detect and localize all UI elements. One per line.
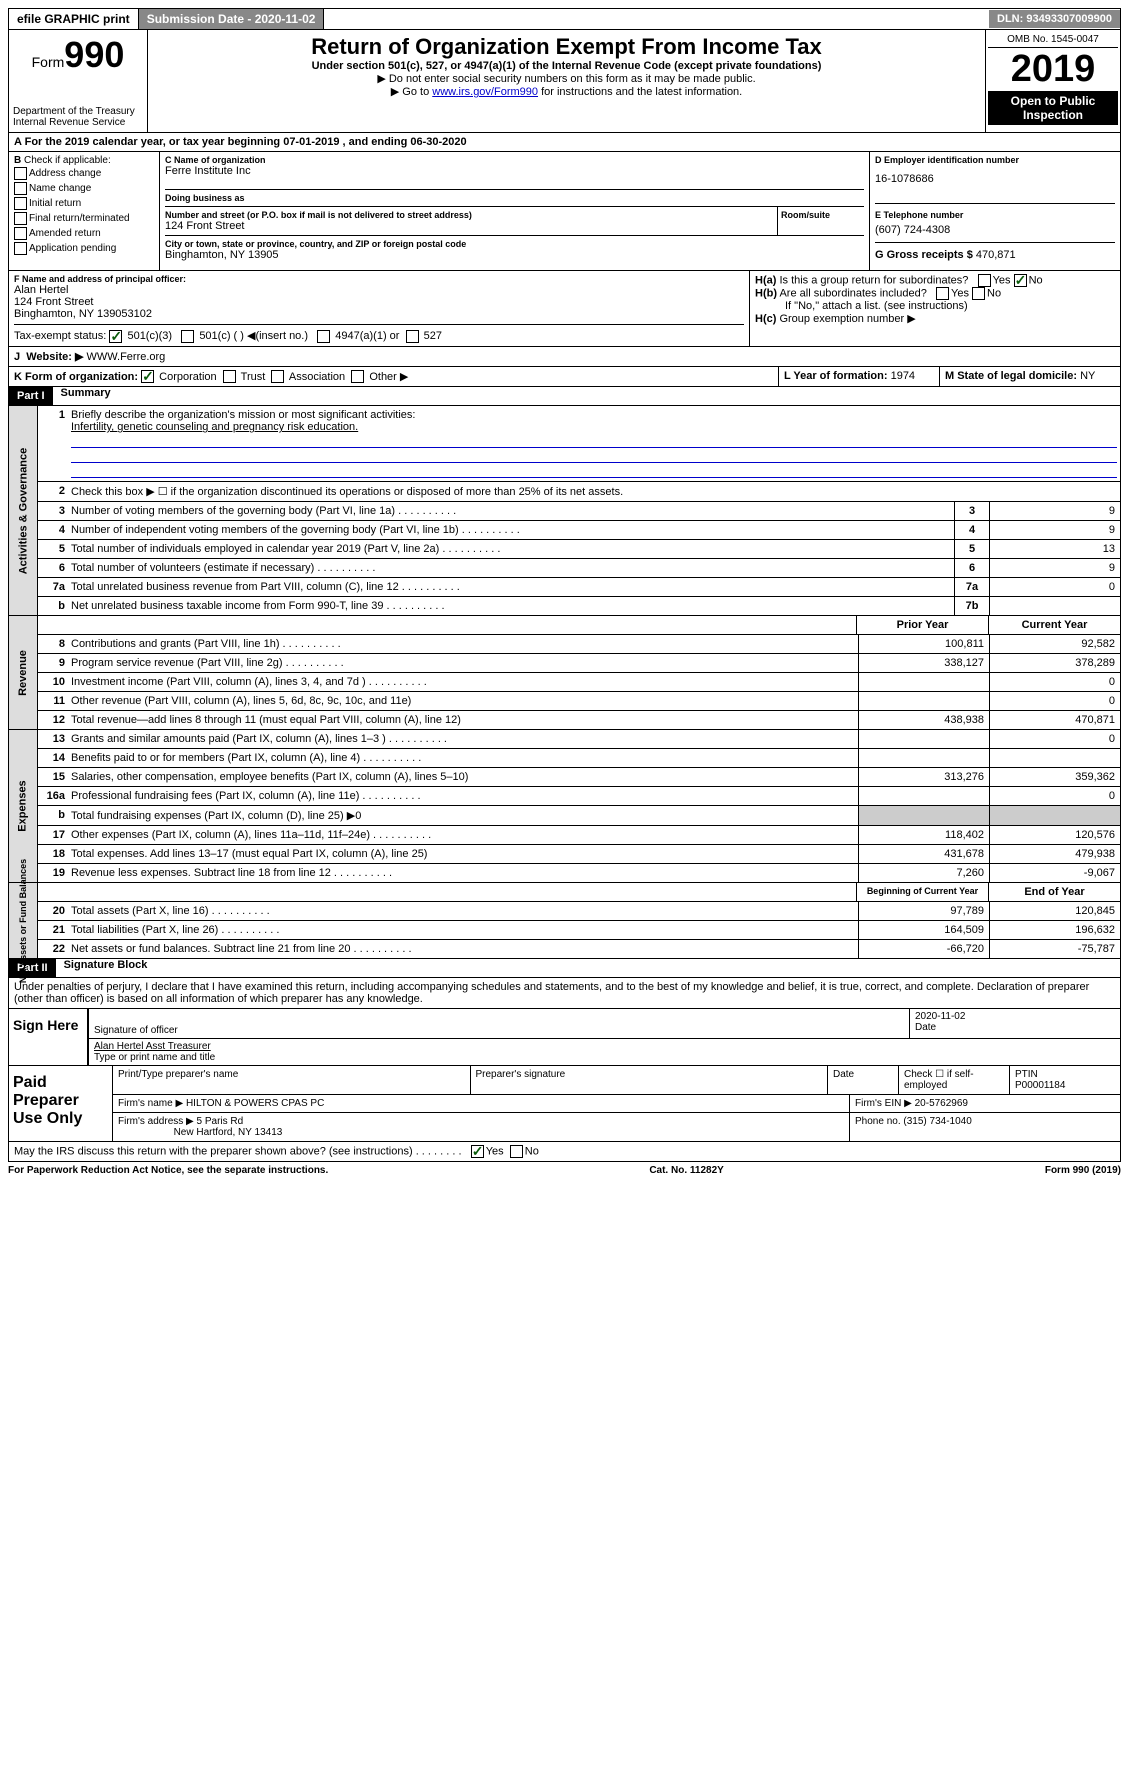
preparer-block: Paid Preparer Use Only Print/Type prepar… [8, 1066, 1121, 1142]
form-title: Return of Organization Exempt From Incom… [152, 34, 981, 60]
boxes-bcde: B Check if applicable: Address change Na… [8, 152, 1121, 271]
declaration: Under penalties of perjury, I declare th… [8, 978, 1121, 1009]
val-5: 13 [989, 540, 1120, 558]
val-4: 9 [989, 521, 1120, 539]
box-h: H(a) Is this a group return for subordin… [750, 271, 1120, 346]
officer-name: Alan Hertel [14, 284, 744, 296]
form-subtitle: Under section 501(c), 527, or 4947(a)(1)… [152, 60, 981, 72]
side-governance: Activities & Governance [17, 447, 29, 574]
val-3: 9 [989, 502, 1120, 520]
org-name: Ferre Institute Inc [165, 165, 864, 177]
ein: 16-1078686 [875, 165, 1115, 185]
sign-date: 2020-11-02 [915, 1011, 1115, 1022]
netassets-section: Net Assets or Fund Balances Beginning of… [8, 883, 1121, 959]
chk-final[interactable]: Final return/terminated [14, 211, 154, 226]
box-c: C Name of organization Ferre Institute I… [160, 152, 870, 270]
irs-link[interactable]: www.irs.gov/Form990 [432, 86, 538, 98]
note-ssn: ▶ Do not enter social security numbers o… [152, 72, 981, 85]
chk-assoc[interactable] [271, 370, 284, 383]
chk-other[interactable] [351, 370, 364, 383]
ptin: P00001184 [1015, 1080, 1065, 1091]
box-deg: D Employer identification number 16-1078… [870, 152, 1120, 270]
form-number-box: Form990 Department of the Treasury Inter… [9, 30, 148, 132]
side-expenses: Expenses [17, 781, 29, 832]
top-bar: efile GRAPHIC print Submission Date - 20… [8, 8, 1121, 30]
box-l: L Year of formation: 1974 [779, 367, 940, 387]
website: WWW.Ferre.org [86, 351, 165, 363]
val-7b [989, 597, 1120, 615]
chk-501c3[interactable] [109, 330, 122, 343]
governance-section: Activities & Governance 1 Briefly descri… [8, 406, 1121, 616]
mission: Infertility, genetic counseling and preg… [71, 421, 358, 433]
paid-preparer-label: Paid Preparer Use Only [9, 1066, 112, 1141]
firm-ein: 20-5762969 [915, 1098, 968, 1109]
revenue-section: Revenue Prior YearCurrent Year 8Contribu… [8, 616, 1121, 730]
form-990: 990 [64, 34, 124, 75]
note-link: ▶ Go to www.irs.gov/Form990 for instruct… [152, 85, 981, 98]
sign-block: Sign Here Signature of officer 2020-11-0… [8, 1009, 1121, 1066]
firm-name: HILTON & POWERS CPAS PC [186, 1098, 324, 1109]
box-m: M State of legal domicile: NY [940, 367, 1120, 387]
footer: For Paperwork Reduction Act Notice, see … [8, 1162, 1121, 1179]
form-prefix: Form [32, 54, 65, 70]
part2-header: Part II Signature Block [8, 959, 1121, 978]
dln: DLN: 93493307009900 [989, 10, 1120, 28]
box-f: F Name and address of principal officer:… [9, 271, 750, 346]
org-address: 124 Front Street [165, 220, 777, 232]
sign-here-label: Sign Here [9, 1009, 87, 1065]
chk-initial[interactable]: Initial return [14, 196, 154, 211]
line-a: A For the 2019 calendar year, or tax yea… [8, 133, 1121, 152]
form-header: Form990 Department of the Treasury Inter… [8, 30, 1121, 133]
org-city: Binghamton, NY 13905 [165, 249, 864, 261]
part1-header: Part I Summary [8, 387, 1121, 406]
line-j: J Website: ▶ WWW.Ferre.org [8, 347, 1121, 367]
phone: (607) 724-4308 [875, 220, 1115, 236]
boxes-fh: F Name and address of principal officer:… [8, 271, 1121, 347]
tax-year: 2019 [988, 48, 1118, 91]
chk-discuss-yes[interactable] [471, 1145, 484, 1158]
line-klm: K Form of organization: Corporation Trus… [8, 367, 1121, 388]
expenses-section: Expenses 13Grants and similar amounts pa… [8, 730, 1121, 883]
chk-4947[interactable] [317, 330, 330, 343]
chk-discuss-no[interactable] [510, 1145, 523, 1158]
side-revenue: Revenue [17, 650, 29, 696]
gross-receipts: 470,871 [976, 249, 1016, 261]
chk-corp[interactable] [141, 370, 154, 383]
box-k: K Form of organization: Corporation Trus… [9, 367, 779, 387]
side-netassets: Net Assets or Fund Balances [18, 859, 28, 983]
chk-amended[interactable]: Amended return [14, 226, 154, 241]
chk-address[interactable]: Address change [14, 166, 154, 181]
efile-button[interactable]: efile GRAPHIC print [9, 9, 139, 29]
submission-date: Submission Date - 2020-11-02 [139, 9, 325, 29]
val-6: 9 [989, 559, 1120, 577]
officer-name-title: Alan Hertel Asst Treasurer [94, 1041, 1115, 1052]
discuss-line: May the IRS discuss this return with the… [8, 1142, 1121, 1162]
firm-phone: (315) 734-1040 [903, 1116, 971, 1127]
omb-number: OMB No. 1545-0047 [988, 32, 1118, 48]
chk-trust[interactable] [223, 370, 236, 383]
chk-name[interactable]: Name change [14, 181, 154, 196]
chk-501c[interactable] [181, 330, 194, 343]
open-public: Open to Public Inspection [988, 91, 1118, 125]
val-7a: 0 [989, 578, 1120, 596]
dept-treasury: Department of the Treasury Internal Reve… [13, 106, 143, 128]
year-box: OMB No. 1545-0047 2019 Open to Public In… [985, 30, 1120, 132]
chk-pending[interactable]: Application pending [14, 241, 154, 256]
title-box: Return of Organization Exempt From Incom… [148, 30, 985, 132]
box-b: B Check if applicable: Address change Na… [9, 152, 160, 270]
chk-527[interactable] [406, 330, 419, 343]
